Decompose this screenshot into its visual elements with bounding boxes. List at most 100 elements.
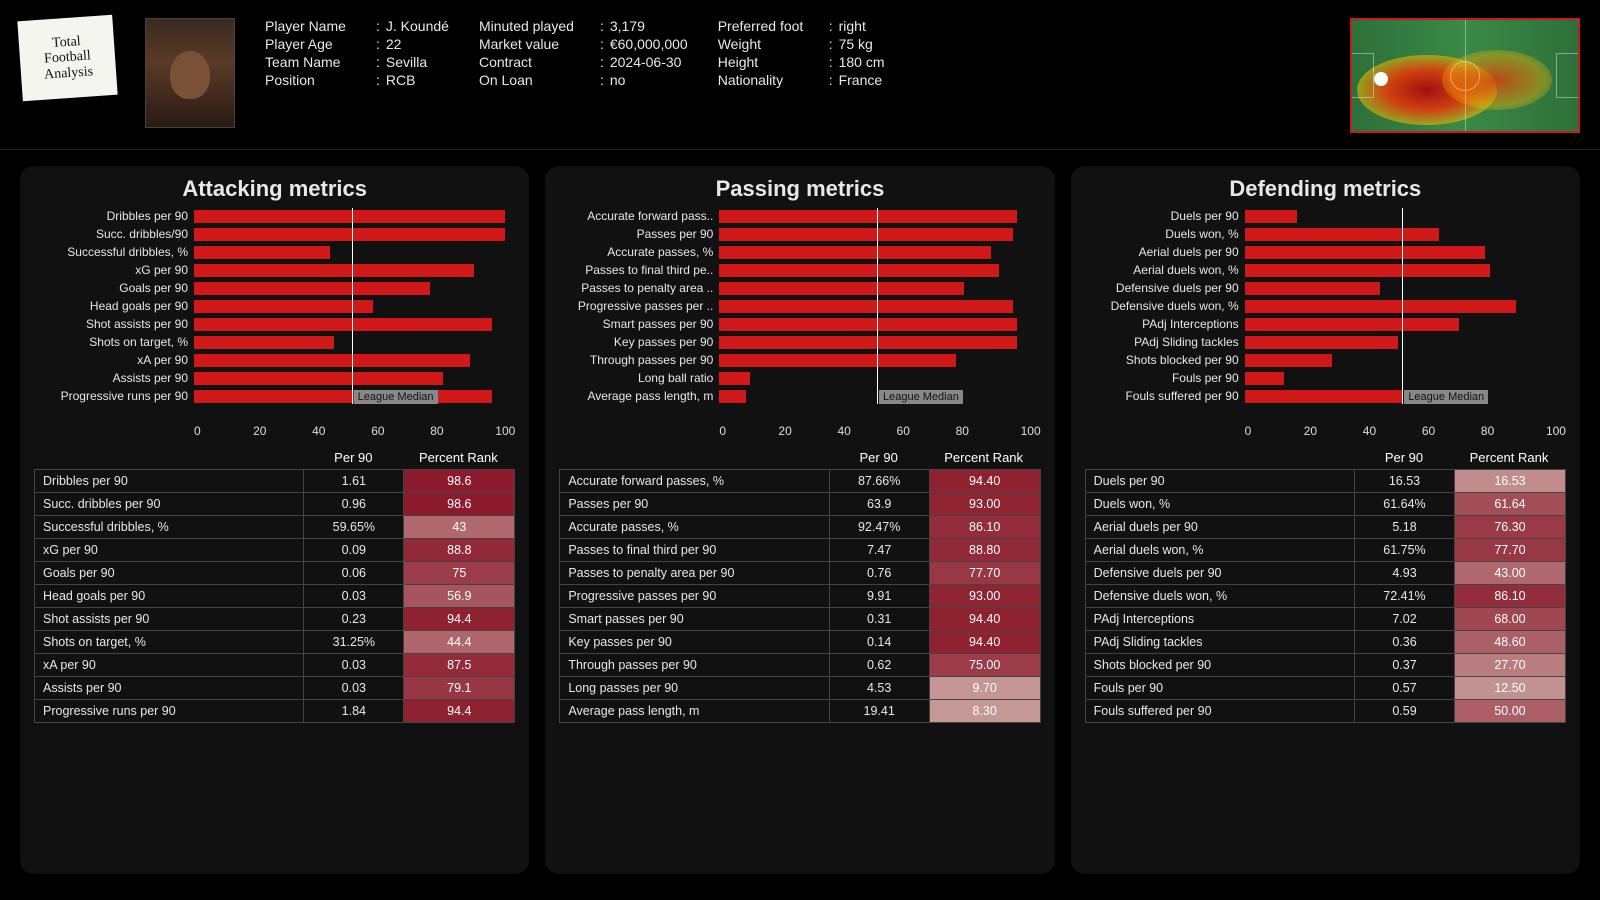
- panel-title: Attacking metrics: [34, 176, 515, 202]
- per90-value: 0.59: [1355, 700, 1455, 722]
- table-row: Defensive duels per 904.9343.00: [1085, 562, 1566, 585]
- metric-name: Aerial duels per 90: [1086, 516, 1355, 538]
- chart-bar-track: [1245, 246, 1560, 259]
- metric-name: PAdj Interceptions: [1086, 608, 1355, 630]
- chart-bar-track: [1245, 228, 1560, 241]
- chart-row: Aerial duels won, %: [1085, 262, 1560, 278]
- val-wt: 75 kg: [839, 36, 873, 52]
- metric-name: Progressive passes per 90: [560, 585, 829, 607]
- chart-bar-track: [194, 336, 509, 349]
- metric-name: Duels per 90: [1086, 470, 1355, 492]
- table-header: Per 90Percent Rank: [559, 450, 1040, 465]
- per90-value: 0.03: [304, 654, 404, 676]
- table-row: Successful dribbles, %59.65%43: [34, 516, 515, 539]
- x-tick: 80: [1481, 424, 1540, 438]
- per90-value: 0.23: [304, 608, 404, 630]
- x-tick: 40: [1363, 424, 1422, 438]
- chart-bar-track: [194, 318, 509, 331]
- chart-bar-track: [719, 390, 1034, 403]
- chart-bar: [719, 264, 999, 277]
- percent-rank: 88.80: [930, 539, 1040, 561]
- chart-bar-track: [719, 372, 1034, 385]
- per90-value: 7.47: [830, 539, 930, 561]
- chart-row-label: xA per 90: [34, 353, 194, 367]
- chart-bar: [1245, 210, 1297, 223]
- panels: Attacking metricsDribbles per 90Succ. dr…: [0, 150, 1600, 890]
- chart-row-label: Through passes per 90: [559, 353, 719, 367]
- lbl-age: Player Age: [265, 36, 370, 52]
- chart-bar-track: [194, 300, 509, 313]
- chart-row-label: Duels per 90: [1085, 209, 1245, 223]
- per90-value: 0.37: [1355, 654, 1455, 676]
- chart-row: Duels won, %: [1085, 226, 1560, 242]
- chart-bar: [194, 264, 474, 277]
- chart-row: Long ball ratio: [559, 370, 1034, 386]
- chart-row: Average pass length, m: [559, 388, 1034, 404]
- chart-row: Successful dribbles, %: [34, 244, 509, 260]
- chart-row: Defensive duels per 90: [1085, 280, 1560, 296]
- chart-bar: [194, 246, 330, 259]
- lbl-foot: Preferred foot: [718, 18, 823, 34]
- logo: Total Football Analysis: [17, 15, 117, 101]
- chart-row: Shots on target, %: [34, 334, 509, 350]
- table-row: xA per 900.0387.5: [34, 654, 515, 677]
- per90-value: 1.61: [304, 470, 404, 492]
- chart-row: Passes to final third pe..: [559, 262, 1034, 278]
- logo-l3: Analysis: [44, 64, 94, 83]
- chart-bar: [194, 210, 505, 223]
- chart-bar-track: [1245, 318, 1560, 331]
- percent-rank: 27.70: [1455, 654, 1565, 676]
- percent-rank: 16.53: [1455, 470, 1565, 492]
- per90-value: 87.66%: [830, 470, 930, 492]
- per90-value: 92.47%: [830, 516, 930, 538]
- per90-value: 63.9: [830, 493, 930, 515]
- chart-bar: [719, 210, 1017, 223]
- chart-row: Duels per 90: [1085, 208, 1560, 224]
- val-min: 3,179: [610, 18, 645, 34]
- chart-bar-track: [1245, 390, 1560, 403]
- chart-row-label: Fouls per 90: [1085, 371, 1245, 385]
- table-row: Shot assists per 900.2394.4: [34, 608, 515, 631]
- chart-bar-track: [719, 354, 1034, 367]
- per90-value: 4.93: [1355, 562, 1455, 584]
- percent-rank: 61.64: [1455, 493, 1565, 515]
- chart-bar: [194, 336, 334, 349]
- chart-row: Accurate passes, %: [559, 244, 1034, 260]
- x-tick: 80: [430, 424, 489, 438]
- chart-row-label: Defensive duels won, %: [1085, 299, 1245, 313]
- per90-value: 0.31: [830, 608, 930, 630]
- percent-rank: 43.00: [1455, 562, 1565, 584]
- chart-row-label: Passes per 90: [559, 227, 719, 241]
- chart-row-label: Successful dribbles, %: [34, 245, 194, 259]
- percent-rank: 8.30: [930, 700, 1040, 722]
- percent-rank: 56.9: [404, 585, 514, 607]
- table-header-cell: Percent Rank: [1454, 450, 1564, 465]
- percent-rank: 79.1: [404, 677, 514, 699]
- percent-rank: 94.40: [930, 631, 1040, 653]
- chart-row: Fouls per 90: [1085, 370, 1560, 386]
- per90-value: 9.91: [830, 585, 930, 607]
- bar-chart: Accurate forward pass..Passes per 90Accu…: [559, 208, 1040, 438]
- chart-bar-track: [1245, 282, 1560, 295]
- x-tick: 40: [837, 424, 896, 438]
- chart-row-label: Aerial duels won, %: [1085, 263, 1245, 277]
- metric-name: Passes to final third per 90: [560, 539, 829, 561]
- percent-rank: 94.40: [930, 470, 1040, 492]
- bar-chart: Duels per 90Duels won, %Aerial duels per…: [1085, 208, 1566, 438]
- chart-row-label: Goals per 90: [34, 281, 194, 295]
- lbl-name: Player Name: [265, 18, 370, 34]
- table-header-cell: [561, 450, 828, 465]
- percent-rank: 75.00: [930, 654, 1040, 676]
- chart-row-label: Head goals per 90: [34, 299, 194, 313]
- x-tick: 60: [1422, 424, 1481, 438]
- chart-bar: [719, 390, 745, 403]
- percent-rank: 68.00: [1455, 608, 1565, 630]
- x-tick: 0: [194, 424, 253, 438]
- table-row: Fouls suffered per 900.5950.00: [1085, 700, 1566, 723]
- table-row: Fouls per 900.5712.50: [1085, 677, 1566, 700]
- per90-value: 0.09: [304, 539, 404, 561]
- chart-bar: [719, 300, 1012, 313]
- metric-name: PAdj Sliding tackles: [1086, 631, 1355, 653]
- per90-value: 5.18: [1355, 516, 1455, 538]
- metric-name: Progressive runs per 90: [35, 700, 304, 722]
